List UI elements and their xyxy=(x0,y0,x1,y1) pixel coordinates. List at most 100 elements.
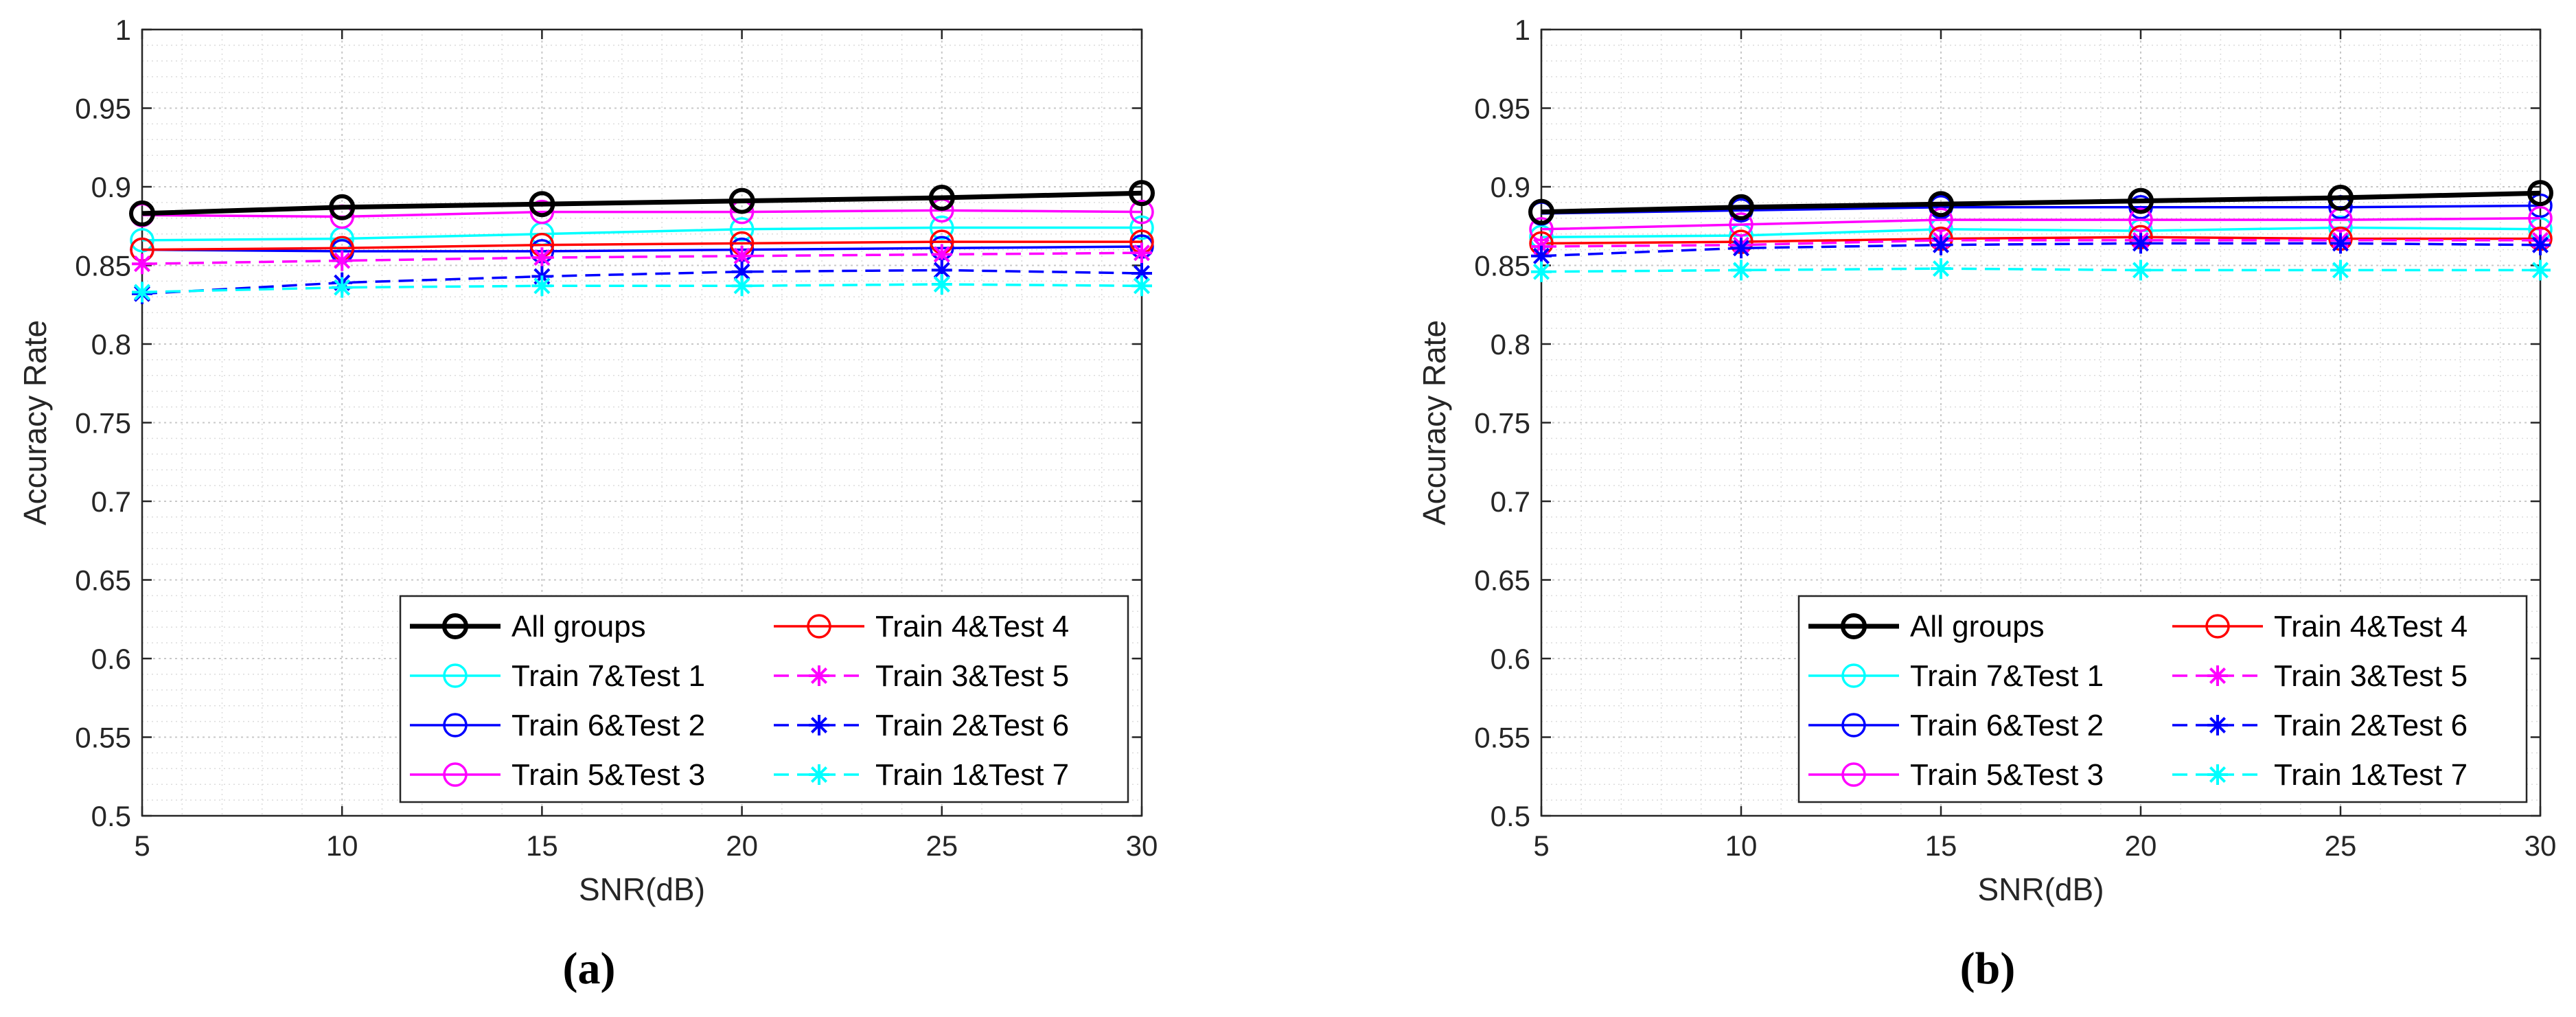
legend-label: Train 3&Test 5 xyxy=(2274,659,2468,693)
legend-entry: Train 1&Test 7 xyxy=(2172,758,2468,792)
legend-marker xyxy=(1841,762,1866,787)
y-tick-label: 0.55 xyxy=(1474,722,1530,754)
data-point-marker xyxy=(1931,234,1951,255)
legend-label: Train 1&Test 7 xyxy=(2274,758,2468,792)
y-tick-label: 0.65 xyxy=(1474,564,1530,597)
legend-label: Train 7&Test 1 xyxy=(1910,659,2104,693)
series-line xyxy=(1541,226,2541,239)
legend-entry: Train 1&Test 7 xyxy=(774,758,1069,792)
series-train-1-test-7 xyxy=(1531,258,2551,282)
data-point-marker xyxy=(132,282,152,303)
y-tick-label: 0.5 xyxy=(1491,800,1530,832)
legend-entry: All groups xyxy=(410,610,646,643)
y-tick-label: 0.8 xyxy=(1491,328,1530,361)
y-tick-label: 0.6 xyxy=(1491,643,1530,675)
series-train-2-test-6 xyxy=(1531,233,2551,266)
data-point-marker xyxy=(728,187,755,214)
series-line xyxy=(1541,267,2540,273)
data-point-marker xyxy=(2530,234,2551,255)
legend-marker xyxy=(1841,663,1866,688)
data-point-marker xyxy=(531,247,553,268)
legend-box xyxy=(1797,595,2528,803)
x-tick-label: 30 xyxy=(2525,830,2557,862)
legend-label: Train 7&Test 1 xyxy=(511,659,705,693)
series-train-3-test-5 xyxy=(132,242,1152,275)
legend-label: Train 6&Test 2 xyxy=(1910,709,2104,742)
legend-entry: Train 6&Test 2 xyxy=(410,709,705,742)
data-point-marker xyxy=(531,275,553,297)
y-tick-label: 0.5 xyxy=(91,800,131,832)
y-tick-label: 1 xyxy=(115,14,131,46)
legend-entry: Train 5&Test 3 xyxy=(410,758,705,792)
legend-entry: Train 6&Test 2 xyxy=(1808,709,2104,742)
data-point-marker xyxy=(2130,233,2151,254)
series-line xyxy=(1541,190,2541,215)
x-tick-label: 15 xyxy=(526,830,558,862)
series-line xyxy=(1541,204,2541,215)
x-tick-label: 10 xyxy=(326,830,358,862)
series-all-groups xyxy=(1528,180,2553,225)
x-tick-label: 25 xyxy=(925,830,958,862)
y-axis-label: Accuracy Rate xyxy=(1416,320,1452,525)
legend-marker xyxy=(807,614,831,639)
legend-label: Train 4&Test 4 xyxy=(2274,610,2468,643)
data-point-marker xyxy=(1131,263,1152,284)
series-line xyxy=(141,240,1142,251)
legend-label: Train 4&Test 4 xyxy=(875,610,1069,643)
series-train-5-test-3 xyxy=(130,198,1154,229)
data-point-marker xyxy=(1531,245,1552,266)
data-point-marker xyxy=(2330,233,2351,254)
x-tick-label: 15 xyxy=(1925,830,1957,862)
data-point-marker xyxy=(931,244,952,265)
legend-label: Train 1&Test 7 xyxy=(875,758,1069,792)
legend: All groups Train 7&Test 1 Train 6&Test 2 Tr… xyxy=(399,595,1129,803)
chart-panel-a: 5 10 15 20 25 30 0.5 0.55 0.6 0.65 0.7 0.75 0.8 0.85 0… xyxy=(17,14,1158,994)
legend-marker xyxy=(809,715,829,735)
legend-label: Train 5&Test 3 xyxy=(511,758,705,792)
legend-marker xyxy=(442,613,468,639)
y-tick-label: 0.9 xyxy=(1491,171,1530,203)
legend-entry: Train 7&Test 1 xyxy=(1808,659,2104,693)
y-tick-label: 0.7 xyxy=(1491,485,1530,518)
data-point-marker xyxy=(1731,238,1751,259)
data-point-marker xyxy=(2528,206,2553,231)
data-point-marker xyxy=(729,217,755,242)
y-tick-label: 0.75 xyxy=(75,407,131,439)
data-point-marker xyxy=(1129,199,1154,225)
legend-marker xyxy=(443,762,468,787)
data-point-marker xyxy=(2527,180,2553,207)
data-point-marker xyxy=(1531,261,1552,282)
y-tick-label: 1 xyxy=(1515,14,1530,46)
legend-entry: Train 4&Test 4 xyxy=(774,610,1069,643)
series-line xyxy=(1541,242,2541,258)
series-train-1-test-7 xyxy=(132,274,1152,303)
data-point-marker xyxy=(928,185,955,212)
data-point-marker xyxy=(1728,194,1754,220)
x-axis-label: SNR(dB) xyxy=(1977,871,2104,907)
legend-entry: Train 2&Test 6 xyxy=(774,709,1069,742)
series-line xyxy=(1541,239,2540,248)
y-tick-label: 0.65 xyxy=(75,564,131,597)
data-point-marker xyxy=(529,199,555,225)
x-tick-label: 25 xyxy=(2325,830,2357,862)
legend-label: Train 5&Test 3 xyxy=(1910,758,2104,792)
legend-box xyxy=(399,595,1129,803)
y-tick-label: 0.75 xyxy=(1474,407,1530,439)
data-point-marker xyxy=(529,191,555,218)
legend-label: Train 3&Test 5 xyxy=(875,659,1069,693)
y-tick-label: 0.85 xyxy=(1474,250,1530,282)
data-point-marker xyxy=(2530,260,2551,281)
legend-entry: Train 7&Test 1 xyxy=(410,659,705,693)
legend-entry: Train 3&Test 5 xyxy=(2172,659,2468,693)
series-line xyxy=(141,245,1142,253)
x-tick-label: 30 xyxy=(1126,830,1158,862)
y-tick-label: 0.6 xyxy=(91,643,131,675)
legend-marker xyxy=(809,665,829,686)
panel-label: (a) xyxy=(563,944,616,994)
x-tick-label: 20 xyxy=(2125,830,2157,862)
x-tick-label: 20 xyxy=(726,830,758,862)
series-line xyxy=(141,209,1142,218)
chart-panel-b: 5 10 15 20 25 30 0.5 0.55 0.6 0.65 0.7 0.75 0.8 0.85 0… xyxy=(1416,14,2556,994)
data-point-marker xyxy=(2128,187,2154,214)
